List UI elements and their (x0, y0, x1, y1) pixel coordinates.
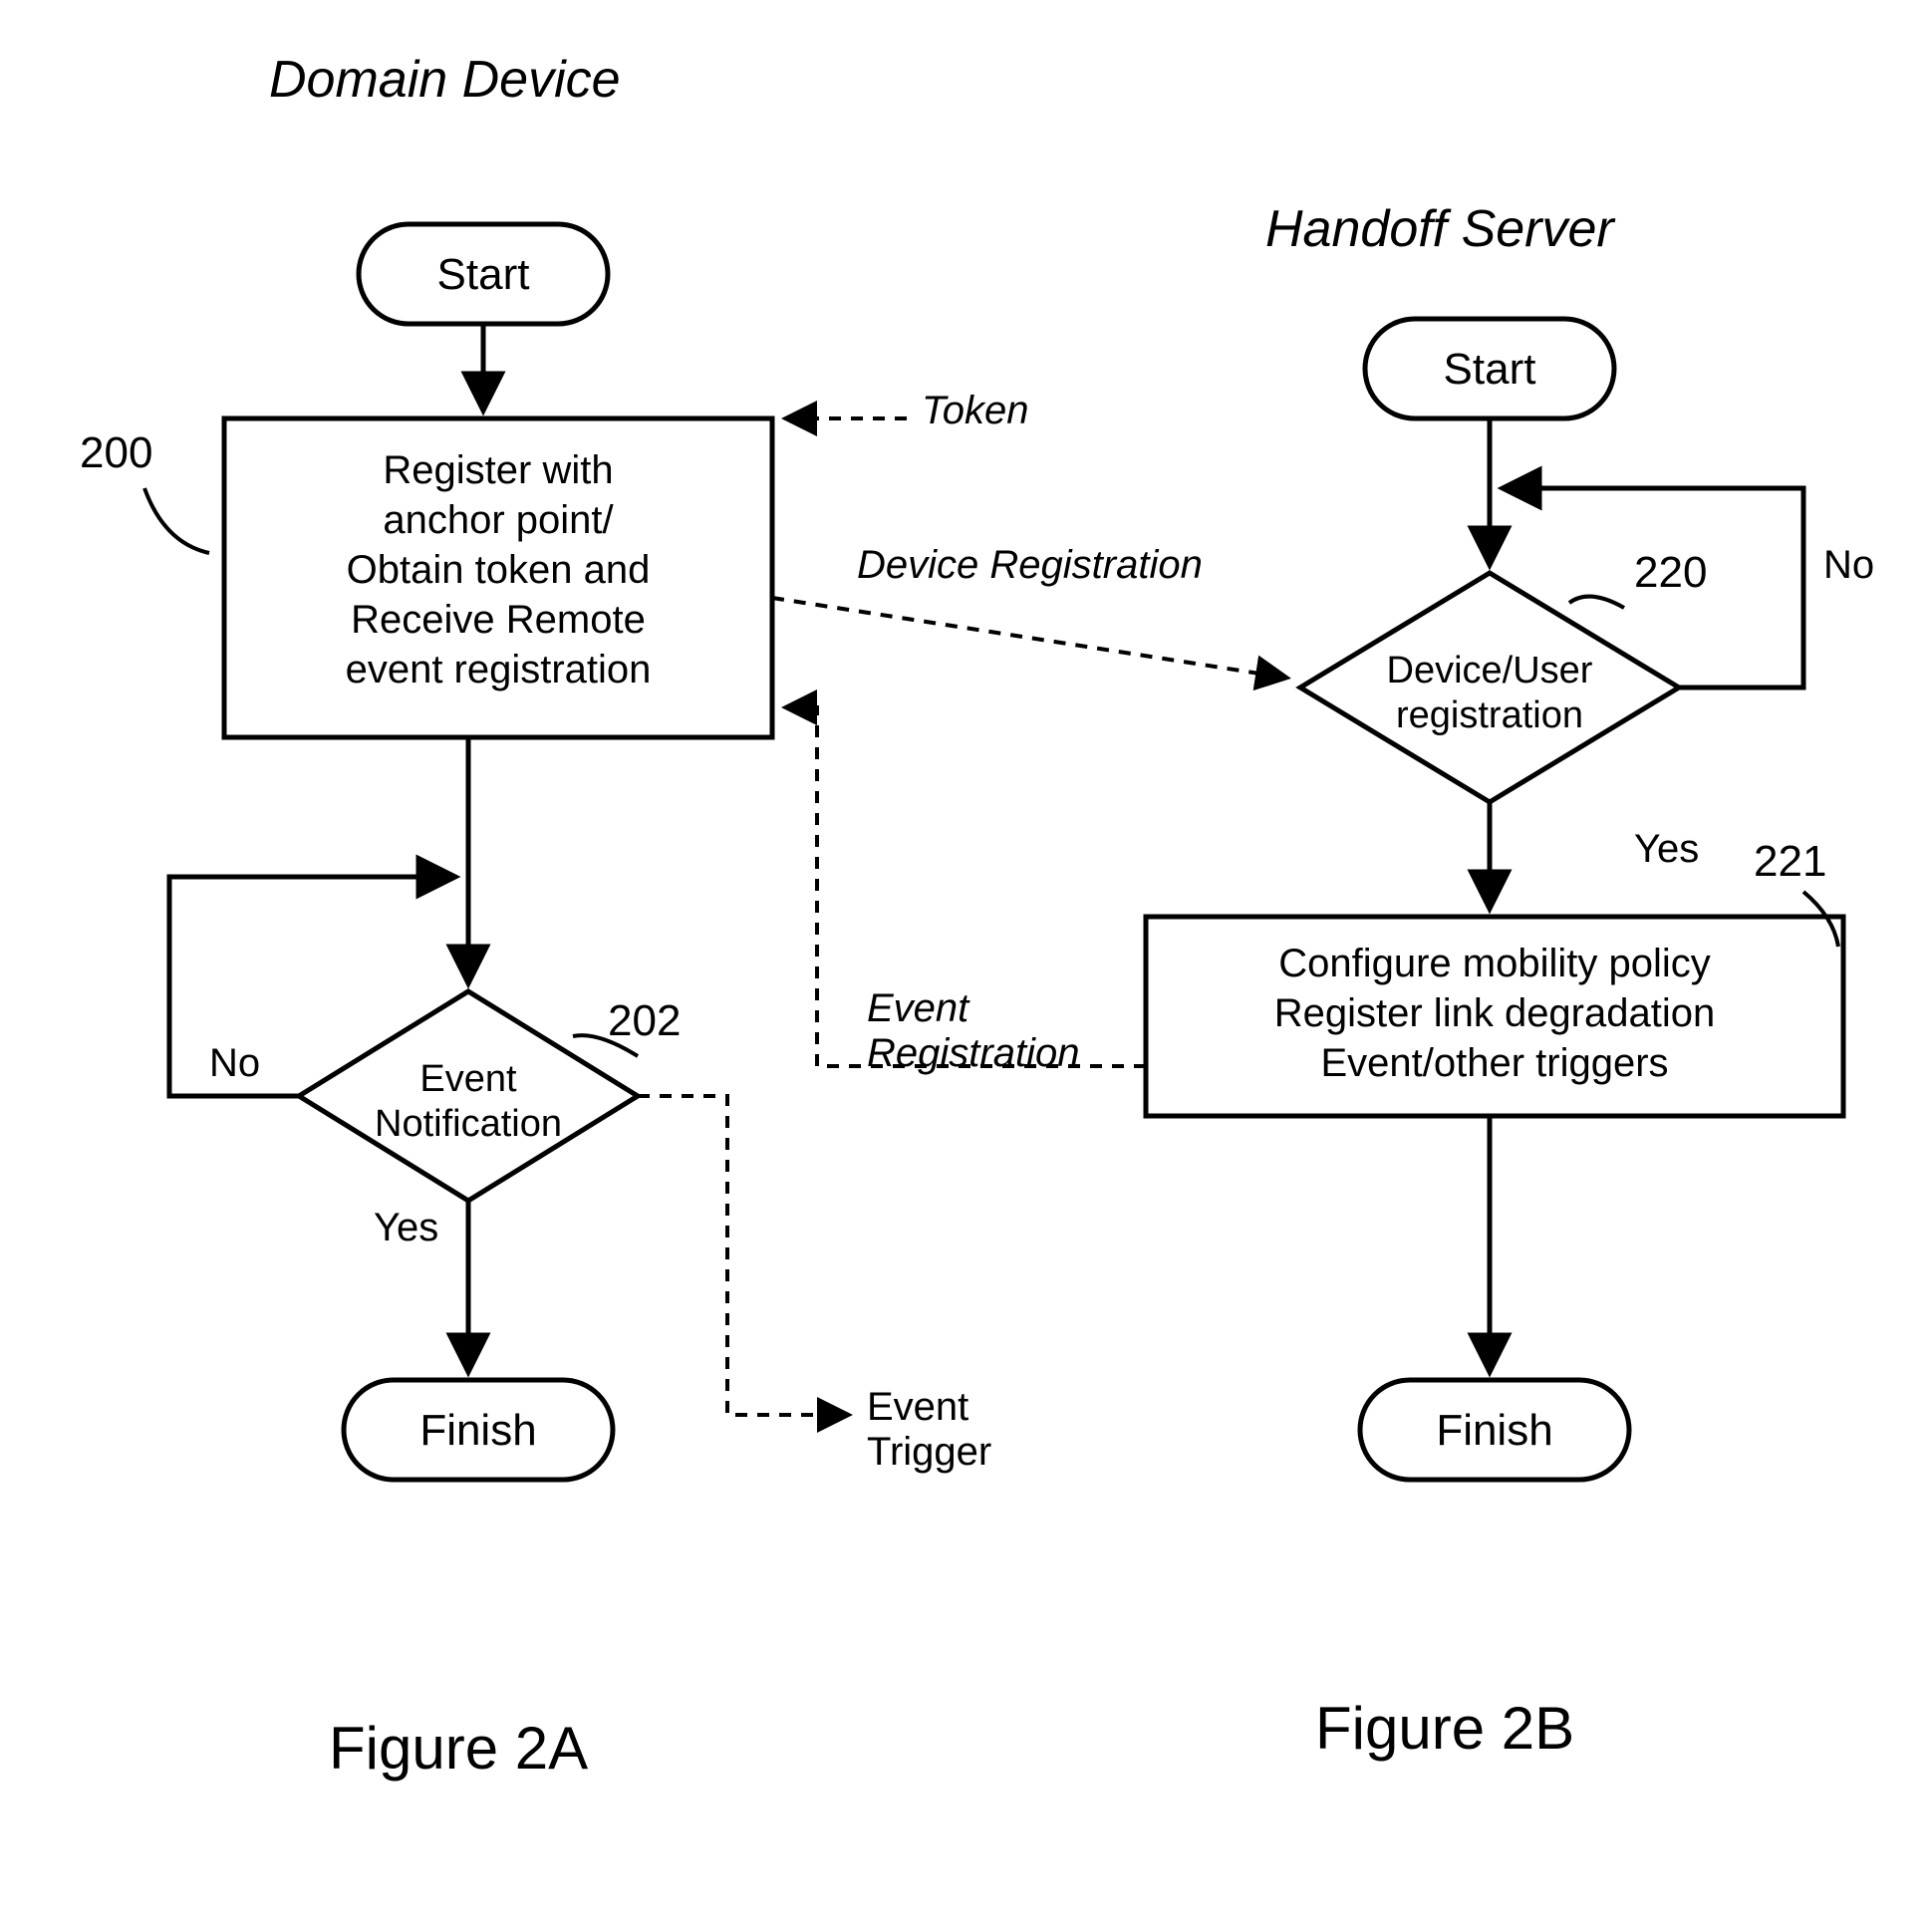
text-register-1: Register with (383, 448, 613, 492)
label-token: Token (922, 389, 1029, 433)
text-event-2: Notification (375, 1103, 562, 1145)
node-finish-right: Finish (1360, 1380, 1629, 1480)
title-domain-device: Domain Device (269, 50, 621, 110)
text-conf-2: Register link degradation (1274, 991, 1715, 1035)
figure-label-2a: Figure 2A (329, 1714, 588, 1783)
text-conf-1: Configure mobility policy (1278, 942, 1711, 985)
text-conf-3: Event/other triggers (1320, 1041, 1668, 1085)
edge-event-trigger (638, 1096, 847, 1415)
node-register: Register with anchor point/ Obtain token… (224, 418, 772, 737)
text-register-3: Obtain token and (347, 548, 651, 592)
flowchart-svg: Start Register with anchor point/ Obtain… (0, 0, 1932, 1925)
ref-200-curve (144, 488, 209, 553)
label-event-registration: Event Registration (867, 986, 1079, 1076)
text-register-5: event registration (346, 648, 652, 691)
label-device-registration: Device Registration (857, 543, 1203, 588)
node-start-left: Start (359, 224, 608, 324)
label-no-left: No (209, 1041, 260, 1086)
figure-label-2b: Figure 2B (1315, 1694, 1574, 1763)
text-dev-2: registration (1396, 694, 1583, 736)
text-register-2: anchor point/ (383, 498, 614, 542)
ref-202: 202 (608, 996, 681, 1046)
label-yes-left: Yes (374, 1206, 438, 1250)
label-no-right: No (1823, 543, 1874, 588)
label-event-trigger: Event Trigger (867, 1385, 991, 1475)
ref-220-curve (1569, 597, 1624, 608)
edge-device-registration (772, 598, 1285, 678)
text-finish-left: Finish (419, 1406, 536, 1455)
text-event-1: Event (419, 1058, 517, 1100)
node-configure: Configure mobility policy Register link … (1146, 917, 1843, 1116)
text-start-right: Start (1444, 345, 1536, 394)
title-handoff-server: Handoff Server (1265, 199, 1614, 259)
text-start-left: Start (437, 250, 530, 299)
text-finish-right: Finish (1436, 1406, 1552, 1455)
label-yes-right: Yes (1634, 827, 1699, 872)
node-finish-left: Finish (344, 1380, 613, 1480)
ref-220: 220 (1634, 548, 1707, 598)
text-dev-1: Device/User (1387, 650, 1593, 691)
ref-200: 200 (80, 428, 152, 478)
ref-221: 221 (1754, 837, 1826, 887)
text-register-4: Receive Remote (351, 598, 646, 642)
node-start-right: Start (1365, 319, 1614, 418)
node-event-notification: Event Notification (299, 991, 638, 1201)
